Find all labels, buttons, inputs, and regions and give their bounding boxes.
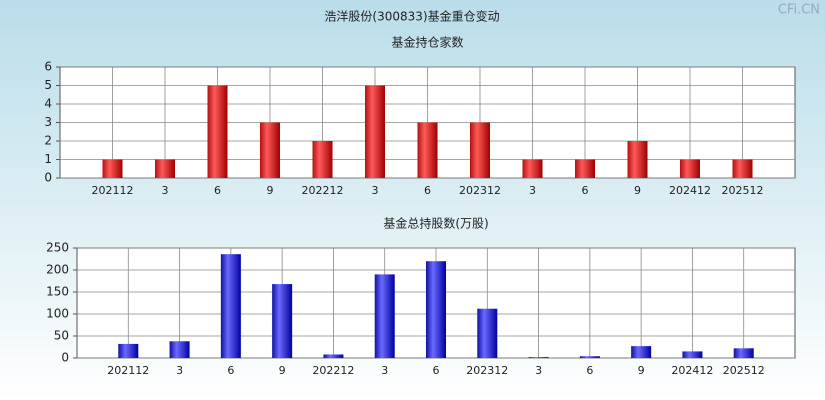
bar — [155, 159, 175, 178]
bar — [522, 159, 543, 178]
bar — [680, 159, 700, 178]
x-tick-label: 3 — [535, 364, 542, 377]
y-tick-label: 2 — [44, 134, 52, 148]
y-tick-label: 4 — [44, 97, 52, 111]
x-tick-label: 202212 — [312, 364, 354, 377]
bar — [682, 351, 703, 358]
page-title: 浩洋股份(300833)基金重仓变动 — [324, 9, 499, 24]
y-tick-label: 3 — [44, 115, 52, 129]
x-tick-label: 3 — [529, 184, 536, 197]
x-tick-label: 6 — [214, 184, 221, 197]
x-tick-label: 202312 — [466, 364, 508, 377]
bar — [627, 141, 648, 178]
x-tick-label: 6 — [582, 184, 589, 197]
x-tick-label: 6 — [433, 364, 440, 377]
bar — [365, 85, 385, 178]
x-tick-label: 202412 — [669, 184, 711, 197]
chart-title: 基金总持股数(万股) — [383, 216, 488, 231]
x-tick-label: 202412 — [671, 364, 713, 377]
y-tick-label: 250 — [46, 241, 69, 255]
bar — [579, 356, 600, 358]
x-tick-label: 6 — [227, 364, 234, 377]
bar — [732, 159, 753, 178]
x-tick-label: 9 — [267, 184, 274, 197]
bar — [528, 357, 549, 358]
x-tick-label: 9 — [634, 184, 641, 197]
x-tick-label: 202112 — [92, 184, 134, 197]
bar — [323, 354, 344, 358]
bar — [470, 122, 490, 178]
bar — [575, 159, 595, 178]
x-tick-label: 6 — [424, 184, 431, 197]
y-tick-label: 6 — [44, 60, 52, 74]
x-tick-label: 9 — [638, 364, 645, 377]
chart-title: 基金持仓家数 — [391, 35, 463, 50]
y-tick-label: 50 — [54, 329, 69, 343]
bar — [733, 348, 754, 358]
x-tick-label: 3 — [381, 364, 388, 377]
x-tick-label: 3 — [372, 184, 379, 197]
bar — [477, 308, 498, 358]
x-tick-label: 3 — [176, 364, 183, 377]
watermark: CFi.CN — [778, 3, 820, 18]
bar — [374, 274, 395, 358]
y-tick-label: 1 — [44, 152, 52, 166]
y-tick-label: 0 — [61, 351, 69, 365]
x-tick-label: 9 — [279, 364, 286, 377]
bar — [102, 159, 123, 178]
bar — [118, 343, 139, 358]
bar — [272, 284, 293, 358]
bar — [426, 261, 446, 358]
bar — [417, 122, 438, 178]
x-tick-label: 202312 — [459, 184, 501, 197]
bar — [631, 346, 652, 358]
bar — [207, 85, 228, 178]
x-tick-label: 202212 — [302, 184, 344, 197]
x-tick-label: 202512 — [723, 364, 765, 377]
bar — [260, 122, 280, 178]
y-tick-label: 0 — [44, 171, 52, 185]
bar — [169, 341, 190, 358]
y-tick-label: 200 — [46, 263, 69, 277]
y-tick-label: 100 — [46, 307, 69, 321]
x-tick-label: 202112 — [107, 364, 149, 377]
bar — [220, 254, 241, 358]
x-tick-label: 3 — [162, 184, 169, 197]
x-tick-label: 6 — [586, 364, 593, 377]
bar — [312, 141, 333, 178]
x-tick-label: 202512 — [722, 184, 764, 197]
y-tick-label: 5 — [44, 78, 52, 92]
y-tick-label: 150 — [46, 285, 69, 299]
